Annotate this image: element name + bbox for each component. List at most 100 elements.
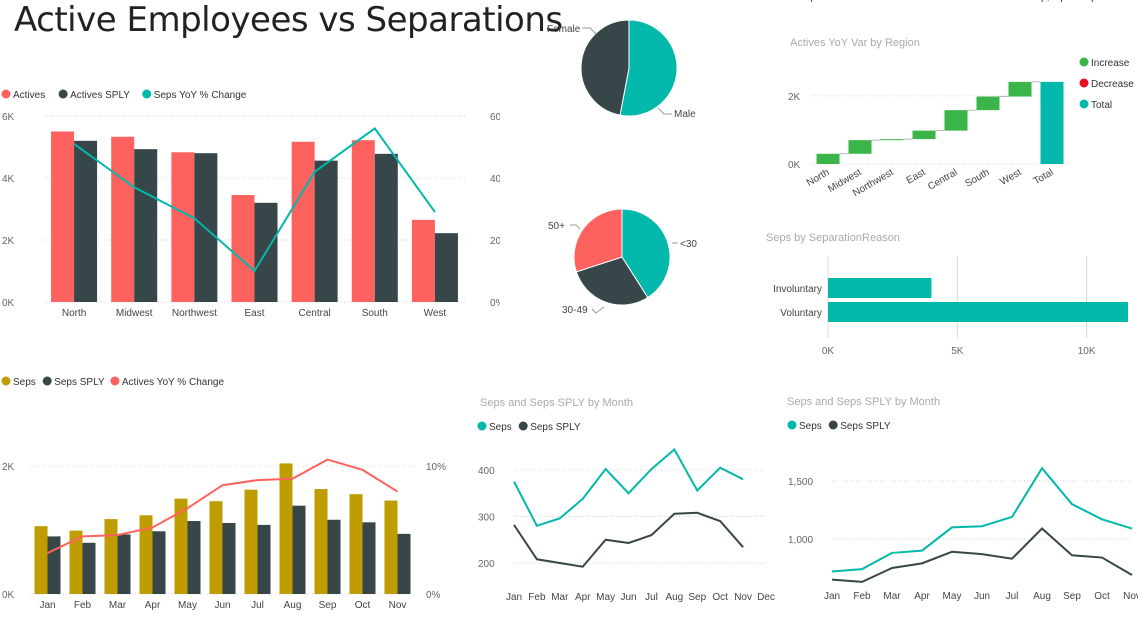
month-bar-seps-sply	[222, 522, 236, 594]
month-line-2-legend-dot	[828, 420, 838, 430]
month-bar-seps-sply	[327, 519, 341, 594]
month-bar-seps	[174, 498, 188, 594]
month-bar-seps-sply	[397, 533, 411, 594]
month-line-2-xtick: Mar	[883, 591, 901, 602]
gender-label-male: Male	[674, 109, 696, 120]
month-xtick: Nov	[389, 600, 407, 611]
region-legend-item: Seps YoY % Change	[154, 90, 247, 101]
month-combo-chart[interactable]: Seps Seps SPLY Actives YoY % Change 0K 2K 0% 1…	[0, 372, 470, 618]
month-line-2-xtick: Aug	[1033, 591, 1051, 602]
region-combo-chart[interactable]: Actives Actives SPLY Seps YoY % Change 0K 2K…	[0, 84, 500, 324]
month-legend-dot	[1, 376, 11, 386]
month-bar-seps	[139, 515, 153, 594]
month-xtick: Jun	[214, 600, 230, 611]
month-line-2-legend-item: Seps SPLY	[840, 421, 891, 432]
month-bar-seps-sply	[257, 524, 271, 594]
month-line-1-xtick: Mar	[551, 592, 569, 603]
month-line-1-xtick: Aug	[665, 592, 683, 603]
month-bar-seps-sply	[82, 542, 96, 594]
month-line-1-xtick: Jan	[506, 592, 522, 603]
region-bar-actives	[51, 131, 75, 302]
month-line-1-ytick: 300	[478, 513, 495, 524]
region-legend-dot	[142, 89, 152, 99]
reason-xtick: 10K	[1078, 346, 1096, 357]
waterfall-legend-item: Decrease	[1091, 79, 1134, 90]
waterfall-legend-dot	[1079, 57, 1089, 67]
region-bar-actives-sply	[134, 149, 158, 302]
waterfall-legend-item: Total	[1091, 100, 1112, 111]
month-xtick: Oct	[355, 600, 371, 611]
waterfall-xtick: East	[905, 167, 928, 187]
month-line-1-xtick: Nov	[734, 592, 752, 603]
month-xtick: Feb	[74, 600, 92, 611]
region-xtick: Midwest	[116, 308, 153, 319]
month-bar-seps	[34, 526, 48, 594]
region-bar-actives-sply	[314, 160, 338, 302]
drill-instruction: Tap the arrows above on the left to dril…	[800, 0, 1127, 3]
month-line-1-ytick: 400	[478, 466, 495, 477]
gender-label-female: Female	[547, 24, 581, 35]
reason-ytick: Voluntary	[780, 308, 822, 319]
month-bar-seps	[279, 463, 293, 594]
month-line-1-xtick: Jun	[620, 592, 636, 603]
region-legend-dot	[1, 89, 11, 99]
waterfall-ytick: 2K	[788, 92, 801, 103]
month-xtick: Sep	[319, 600, 337, 611]
reason-bar-involuntary	[828, 278, 932, 298]
region-bar-actives	[411, 219, 435, 302]
month-xtick: Aug	[284, 600, 302, 611]
age-pie-slice	[573, 208, 623, 273]
waterfall-xtick: Central	[926, 167, 959, 193]
waterfall-title: Actives YoY Var by Region	[790, 37, 920, 49]
region-legend-dot	[58, 89, 68, 99]
month-xtick: Mar	[109, 600, 127, 611]
month-line-1-xtick: Feb	[528, 592, 546, 603]
region-xtick: West	[424, 308, 447, 319]
age-label-30-49: 30-49	[562, 305, 588, 316]
age-pie-slice	[575, 256, 649, 306]
month-xtick: May	[178, 600, 197, 611]
age-leader-50plus	[570, 224, 581, 230]
region-legend-item: Actives	[13, 90, 45, 101]
month-line-2-chart[interactable]: Seps Seps SPLY 1,000 1,500 Jan Feb Mar Apr May Ju…	[780, 414, 1138, 618]
region-bar-actives-sply	[74, 140, 98, 302]
reason-bar-voluntary	[828, 302, 1128, 322]
gender-pie-slice	[580, 19, 630, 116]
region-ytick: 6K	[2, 112, 15, 123]
month-legend-dot	[110, 376, 120, 386]
month-line-2-legend-item: Seps	[799, 421, 822, 432]
month-line-2-xtick: Oct	[1094, 591, 1110, 602]
month-line-2-series-seps	[831, 466, 1133, 573]
month-bar-seps	[104, 519, 118, 594]
month-legend-item: Seps SPLY	[54, 377, 105, 388]
reason-bar-chart[interactable]: 0K 5K 10K Involuntary Voluntary	[760, 250, 1138, 365]
month-legend-item: Seps	[13, 377, 36, 388]
month-y2tick: 0%	[426, 590, 441, 601]
gender-pie-chart[interactable]: Female Male	[530, 10, 730, 135]
month-line-1-xtick: May	[596, 592, 615, 603]
region-xtick: North	[62, 308, 86, 319]
region-legend-item: Actives SPLY	[70, 90, 130, 101]
month-xtick: Jan	[39, 600, 55, 611]
month-bar-seps	[244, 489, 258, 594]
month-line-1-ytick: 200	[478, 559, 495, 570]
month-line-1-title: Seps and Seps SPLY by Month	[480, 397, 634, 409]
month-legend-item: Actives YoY % Change	[122, 377, 225, 388]
month-line-2-title: Seps and Seps SPLY by Month	[787, 396, 941, 408]
month-bar-seps-sply	[47, 536, 61, 594]
waterfall-legend-dot	[1079, 78, 1089, 88]
age-label-under30: <30	[680, 239, 697, 250]
month-line-2-xtick: Feb	[853, 591, 871, 602]
month-line-1-chart[interactable]: Seps Seps SPLY 200 300 400 Jan Feb Mar Apr May Jun…	[470, 415, 780, 615]
month-xtick: Jul	[251, 600, 264, 611]
month-y2tick: 10%	[426, 462, 446, 473]
reason-xtick: 5K	[951, 346, 964, 357]
region-y2tick: 20%	[490, 236, 500, 247]
month-line-1-series-seps-sply	[513, 511, 744, 568]
age-pie-chart[interactable]: <30 30-49 50+	[530, 195, 730, 325]
month-line-1-xtick: Dec	[757, 592, 775, 603]
month-line-1-xtick: Oct	[712, 592, 728, 603]
region-ytick: 0K	[2, 298, 15, 309]
gender-pie-slice	[619, 19, 678, 117]
